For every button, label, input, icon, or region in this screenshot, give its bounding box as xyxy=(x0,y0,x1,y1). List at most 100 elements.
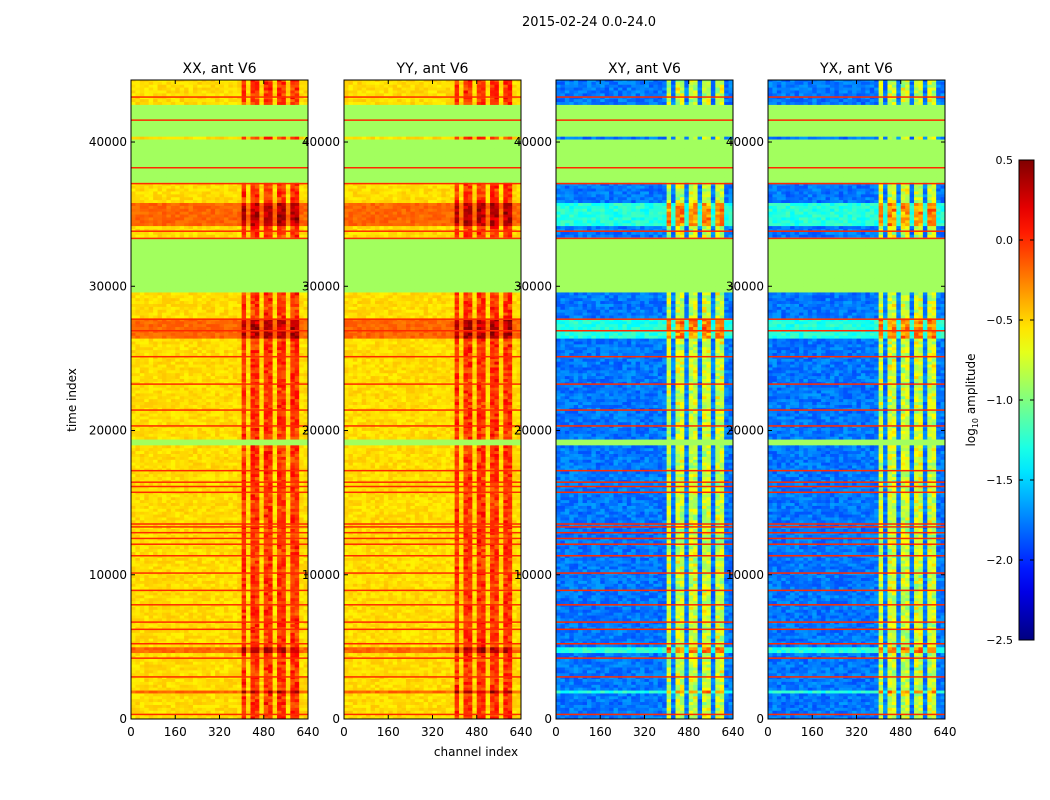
heatmap-cell xyxy=(219,358,225,362)
heatmap-cell xyxy=(223,626,229,630)
heatmap-cell xyxy=(206,372,212,377)
heatmap-cell xyxy=(144,646,150,651)
heatmap-cell xyxy=(170,514,176,518)
heatmap-cell xyxy=(170,502,176,506)
heatmap-cell xyxy=(259,551,265,555)
heatmap-cell xyxy=(303,635,309,639)
heatmap-cell xyxy=(268,672,273,677)
heatmap-cell xyxy=(197,430,203,434)
heatmap-cell xyxy=(268,367,273,371)
heatmap-cell xyxy=(144,430,150,434)
heatmap-cell xyxy=(184,667,189,671)
heatmap-cell xyxy=(148,465,154,469)
heatmap-cell xyxy=(161,672,167,677)
heatmap-cell xyxy=(263,528,269,532)
heatmap-cell xyxy=(277,479,282,483)
heatmap-cell xyxy=(294,418,300,423)
heatmap-cell xyxy=(166,413,172,417)
heatmap-cell xyxy=(241,583,247,587)
heatmap-cell xyxy=(135,707,141,711)
heatmap-cell xyxy=(219,548,225,553)
heatmap-cell xyxy=(206,646,212,651)
heatmap-cell xyxy=(157,470,163,475)
heatmap-cell xyxy=(131,502,136,506)
heatmap-cell xyxy=(161,560,167,564)
heatmap-cell xyxy=(290,361,296,365)
heatmap-cell xyxy=(206,672,212,677)
heatmap-cell xyxy=(148,681,154,685)
heatmap-cell xyxy=(157,387,163,391)
heatmap-cell xyxy=(197,664,203,668)
heatmap-cell xyxy=(277,574,282,579)
heatmap-cell xyxy=(285,444,291,449)
heatmap-cell xyxy=(161,468,167,472)
heatmap-cell xyxy=(131,462,136,466)
heatmap-cell xyxy=(219,387,225,391)
heatmap-cell xyxy=(250,664,256,668)
heatmap-cell xyxy=(184,528,189,532)
heatmap-cell xyxy=(246,545,251,550)
heatmap-cell xyxy=(223,664,229,668)
heatmap-cell xyxy=(153,465,158,469)
heatmap-cell xyxy=(228,597,234,602)
heatmap-cell xyxy=(131,398,136,403)
heatmap-cell xyxy=(285,551,291,555)
heatmap-cell xyxy=(232,476,238,480)
heatmap-cell xyxy=(223,410,229,414)
heatmap-cell xyxy=(272,511,278,515)
heatmap-cell xyxy=(148,586,154,590)
heatmap-cell xyxy=(294,560,300,564)
heatmap-cell xyxy=(135,545,141,550)
heatmap-cell xyxy=(206,462,212,466)
heatmap-cell xyxy=(201,704,207,708)
heatmap-cell xyxy=(294,499,300,504)
heatmap-cell xyxy=(299,470,304,475)
heatmap-cell xyxy=(241,658,247,662)
heatmap-cell xyxy=(259,407,265,411)
heatmap-cell xyxy=(175,447,181,452)
heatmap-cell xyxy=(259,597,265,602)
heatmap-cell xyxy=(148,496,154,501)
heatmap-cell xyxy=(246,439,251,443)
heatmap-cell xyxy=(228,468,234,472)
heatmap-cell xyxy=(281,563,287,567)
heatmap-cell xyxy=(277,612,282,616)
heatmap-cell xyxy=(201,493,207,498)
heatmap-cell xyxy=(192,465,198,469)
heatmap-cell xyxy=(192,436,198,440)
heatmap-cell xyxy=(268,623,273,628)
heatmap-cell xyxy=(263,511,269,515)
heatmap-cell xyxy=(139,574,145,579)
heatmap-cell xyxy=(210,710,216,714)
heatmap-cell xyxy=(148,493,154,498)
heatmap-cell xyxy=(157,453,163,457)
heatmap-cell xyxy=(250,381,256,385)
heatmap-cell xyxy=(250,710,256,714)
heatmap-cell xyxy=(254,511,260,515)
heatmap-cell xyxy=(272,597,278,602)
heatmap-cell xyxy=(153,450,158,454)
heatmap-cell xyxy=(259,563,265,567)
heatmap-cell xyxy=(148,629,154,633)
heatmap-cell xyxy=(294,505,300,509)
heatmap-cell xyxy=(254,606,260,610)
heatmap-cell xyxy=(153,381,158,385)
heatmap-cell xyxy=(303,626,309,630)
heatmap-cell xyxy=(144,508,150,512)
heatmap-cell xyxy=(281,447,287,452)
heatmap-cell xyxy=(157,502,163,506)
heatmap-cell xyxy=(237,459,243,463)
heatmap-cell xyxy=(285,638,291,642)
heatmap-cell xyxy=(246,369,251,374)
heatmap-cell xyxy=(290,479,296,483)
heatmap-cell xyxy=(250,615,256,619)
heatmap-cell xyxy=(277,407,282,411)
heatmap-cell xyxy=(241,618,247,622)
heatmap-cell xyxy=(157,548,163,553)
heatmap-cell xyxy=(139,462,145,466)
heatmap-cell xyxy=(246,433,251,437)
heatmap-cell xyxy=(223,548,229,553)
heatmap-cell xyxy=(281,698,287,703)
heatmap-cell xyxy=(299,623,304,628)
heatmap-cell xyxy=(201,488,207,492)
